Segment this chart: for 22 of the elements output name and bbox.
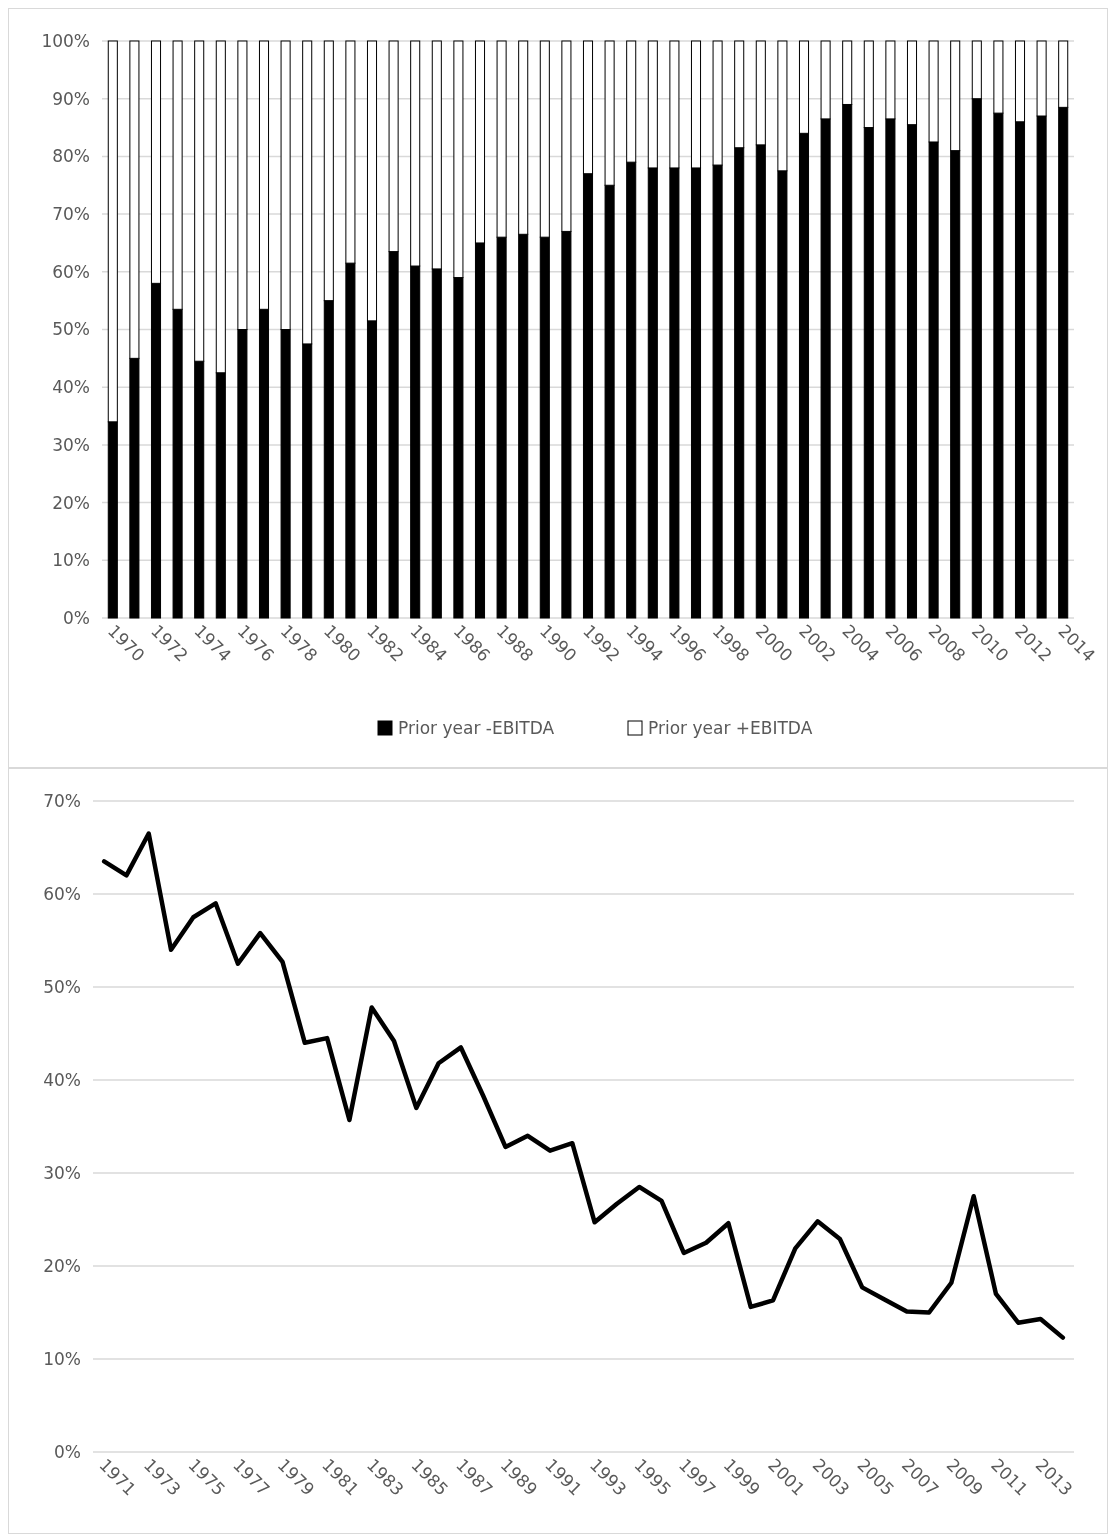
y-tick-label: 0% (63, 607, 90, 628)
y-tick-label: 90% (52, 88, 90, 109)
y-tick-label: 60% (43, 883, 81, 904)
y-tick-label: 30% (43, 1162, 81, 1183)
line-series (101, 831, 1066, 1340)
y-tick-label: 80% (52, 146, 90, 167)
legend-label: Prior year +EBITDA (648, 717, 813, 738)
y-tick-label: 100% (41, 30, 90, 51)
y-tick-label: 50% (43, 976, 81, 997)
y-tick-label: 60% (52, 261, 90, 282)
y-tick-label: 20% (43, 1255, 81, 1276)
y-tick-label: 0% (54, 1441, 81, 1462)
y-tick-label: 70% (43, 790, 81, 811)
y-tick-label: 30% (52, 434, 90, 455)
y-tick-label: 10% (52, 550, 90, 571)
y-tick-label: 20% (52, 492, 90, 513)
y-tick-label: 10% (43, 1348, 81, 1369)
y-tick-label: 70% (52, 204, 90, 225)
legend-label: Prior year -EBITDA (398, 717, 555, 738)
y-tick-label: 40% (43, 1069, 81, 1090)
y-tick-label: 50% (52, 319, 90, 340)
y-tick-label: 40% (52, 377, 90, 398)
